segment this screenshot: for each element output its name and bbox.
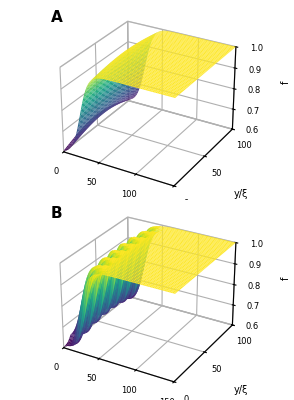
X-axis label: x/ξ: x/ξ bbox=[88, 210, 103, 220]
Y-axis label: y/ξ: y/ξ bbox=[233, 189, 248, 199]
Text: B: B bbox=[51, 206, 63, 221]
Y-axis label: y/ξ: y/ξ bbox=[233, 384, 248, 394]
Text: A: A bbox=[51, 10, 63, 25]
